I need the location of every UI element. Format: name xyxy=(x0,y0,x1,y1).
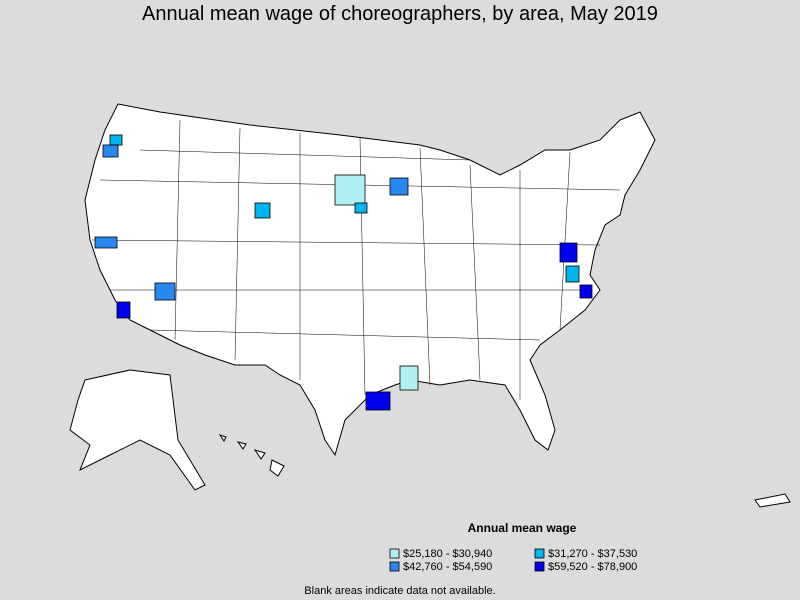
map-title: Annual mean wage of choreographers, by a… xyxy=(142,3,658,25)
map-area xyxy=(254,202,271,219)
map-area xyxy=(334,174,366,206)
legend-label: $31,270 - $37,530 xyxy=(548,548,637,560)
legend-swatch xyxy=(389,548,400,559)
legend-swatch xyxy=(534,561,545,572)
map-area xyxy=(102,144,119,158)
map-area xyxy=(389,177,409,196)
map-area xyxy=(579,284,593,299)
map xyxy=(69,103,791,508)
map-area xyxy=(399,365,419,391)
legend-label: $42,760 - $54,590 xyxy=(403,561,492,573)
map-area xyxy=(565,265,580,283)
map-area xyxy=(94,236,118,249)
legend-swatch xyxy=(389,561,400,572)
map-area xyxy=(365,391,391,411)
puerto-rico xyxy=(754,493,791,508)
legend-label: $25,180 - $30,940 xyxy=(403,548,492,560)
legend-swatch xyxy=(534,548,545,559)
legend-label: $59,520 - $78,900 xyxy=(548,561,637,573)
map-area xyxy=(116,301,131,319)
map-area xyxy=(354,202,368,214)
legend-title: Annual mean wage xyxy=(468,521,577,535)
alaska xyxy=(69,369,206,491)
hawaii xyxy=(218,434,285,477)
map-area xyxy=(109,134,123,146)
lower-48 xyxy=(84,103,656,457)
footnote: Blank areas indicate data not available. xyxy=(304,585,495,597)
map-area xyxy=(154,282,176,301)
map-area xyxy=(559,242,578,263)
legend: $25,180 - $30,940 $31,270 - $37,530 $42,76… xyxy=(389,548,637,573)
